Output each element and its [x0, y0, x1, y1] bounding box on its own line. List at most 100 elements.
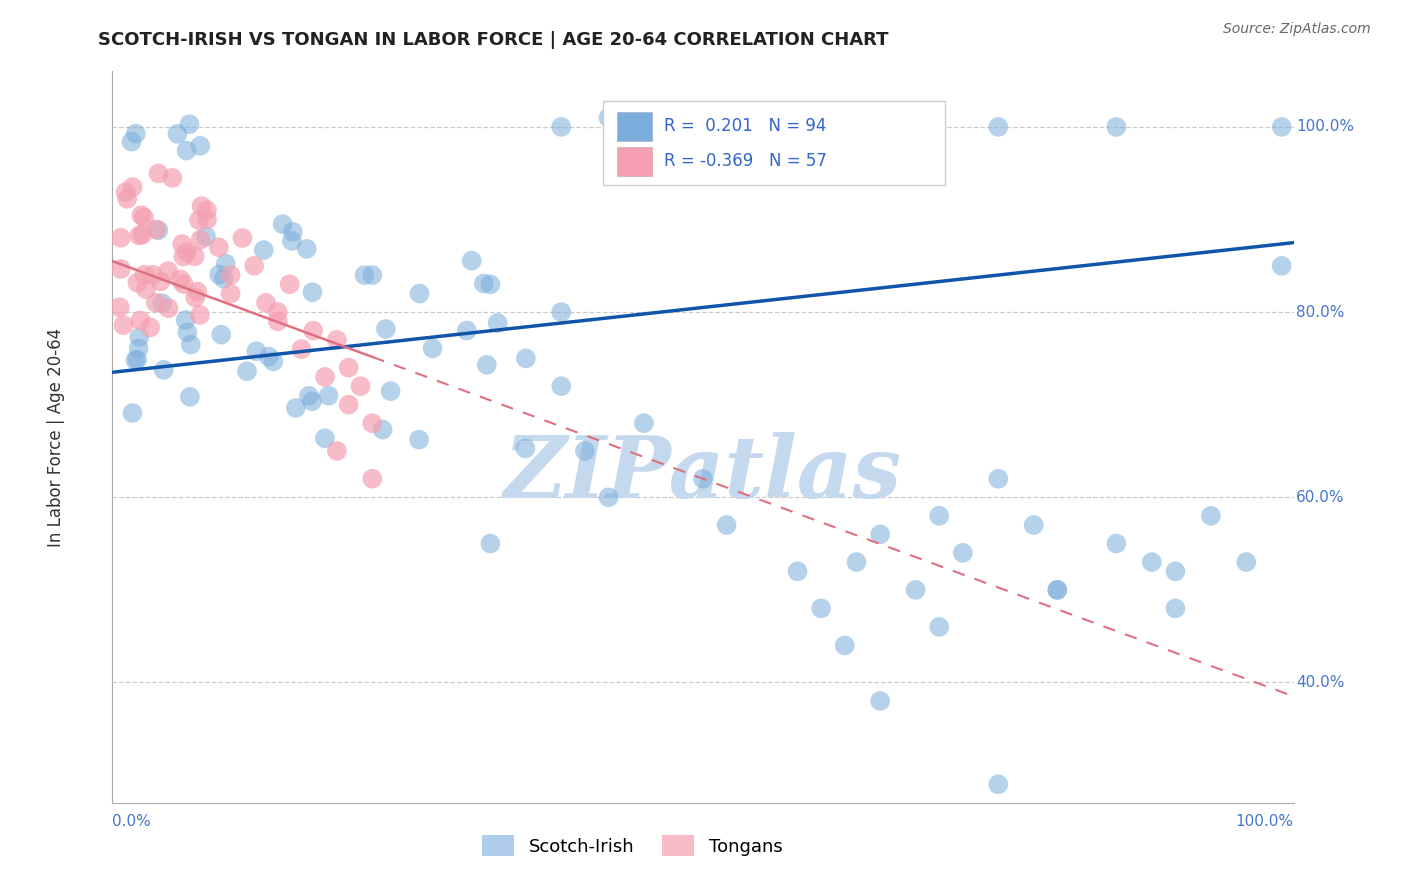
Point: [380, 384, 402, 398]
Point: [110, 230, 132, 244]
Point: [195, 229, 218, 244]
Point: [786, 565, 808, 579]
Point: [810, 601, 832, 615]
Point: [186, 285, 208, 299]
FancyBboxPatch shape: [617, 146, 652, 176]
Point: [353, 268, 375, 282]
Point: [460, 253, 482, 268]
Point: [176, 144, 198, 158]
Point: [326, 444, 349, 458]
Point: [422, 342, 444, 356]
Point: [121, 180, 143, 194]
Point: [834, 639, 856, 653]
Point: [952, 546, 974, 560]
Point: [174, 313, 197, 327]
Point: [179, 390, 201, 404]
Point: [129, 313, 152, 327]
Point: [281, 225, 304, 239]
Point: [190, 233, 212, 247]
Point: [257, 350, 280, 364]
Text: R =  0.201   N = 94: R = 0.201 N = 94: [664, 117, 827, 136]
Point: [166, 127, 188, 141]
FancyBboxPatch shape: [603, 101, 945, 185]
Point: [869, 527, 891, 541]
Text: 0.0%: 0.0%: [112, 814, 152, 829]
Point: [176, 326, 198, 340]
Point: [149, 274, 172, 288]
Point: [267, 305, 290, 319]
Point: [295, 242, 318, 256]
Point: [1234, 555, 1257, 569]
Point: [1140, 555, 1163, 569]
Point: [219, 286, 242, 301]
Point: [475, 358, 498, 372]
Point: [267, 314, 290, 328]
Point: [128, 330, 150, 344]
Point: [869, 694, 891, 708]
Point: [132, 211, 155, 225]
Point: [692, 472, 714, 486]
Point: [479, 277, 502, 292]
Point: [176, 245, 198, 260]
Point: [928, 508, 950, 523]
Point: [550, 120, 572, 134]
Point: [408, 433, 430, 447]
Point: [408, 286, 430, 301]
Point: [148, 166, 170, 180]
Point: [219, 268, 242, 282]
Point: [112, 318, 135, 333]
Point: [135, 282, 157, 296]
Point: [157, 301, 180, 315]
Text: 40.0%: 40.0%: [1296, 675, 1344, 690]
Point: [190, 199, 212, 213]
Point: [314, 431, 336, 445]
Point: [337, 398, 360, 412]
Point: [121, 135, 143, 149]
Text: R = -0.369   N = 57: R = -0.369 N = 57: [664, 153, 827, 170]
Point: [318, 389, 340, 403]
Point: [188, 308, 211, 322]
Text: 100.0%: 100.0%: [1236, 814, 1294, 829]
Point: [180, 337, 202, 351]
Point: [301, 285, 323, 300]
Point: [169, 272, 191, 286]
Point: [1046, 582, 1069, 597]
Point: [1105, 536, 1128, 550]
Point: [904, 582, 927, 597]
Point: [148, 223, 170, 237]
Point: [172, 237, 194, 252]
Point: [574, 444, 596, 458]
Point: [195, 203, 218, 218]
Point: [456, 324, 478, 338]
Point: [598, 490, 620, 504]
Point: [633, 416, 655, 430]
Point: [1046, 582, 1069, 597]
Point: [179, 117, 201, 131]
Point: [254, 295, 277, 310]
Point: [262, 354, 284, 368]
Point: [128, 342, 150, 356]
Point: [515, 442, 537, 456]
Point: [326, 333, 349, 347]
Text: 80.0%: 80.0%: [1296, 304, 1344, 319]
Point: [987, 120, 1010, 134]
Point: [515, 351, 537, 366]
Point: [314, 370, 336, 384]
Point: [290, 342, 312, 356]
Point: [236, 364, 259, 378]
Point: [121, 406, 143, 420]
Point: [486, 316, 509, 330]
Point: [115, 192, 138, 206]
Point: [114, 185, 136, 199]
Point: [139, 320, 162, 334]
Text: SCOTCH-IRISH VS TONGAN IN LABOR FORCE | AGE 20-64 CORRELATION CHART: SCOTCH-IRISH VS TONGAN IN LABOR FORCE | …: [98, 31, 889, 49]
Point: [108, 301, 131, 315]
Point: [361, 416, 384, 430]
Text: 60.0%: 60.0%: [1296, 490, 1344, 505]
Point: [208, 240, 231, 254]
Point: [644, 120, 666, 134]
Point: [716, 518, 738, 533]
Point: [183, 249, 205, 263]
Point: [302, 324, 325, 338]
Point: [598, 111, 620, 125]
